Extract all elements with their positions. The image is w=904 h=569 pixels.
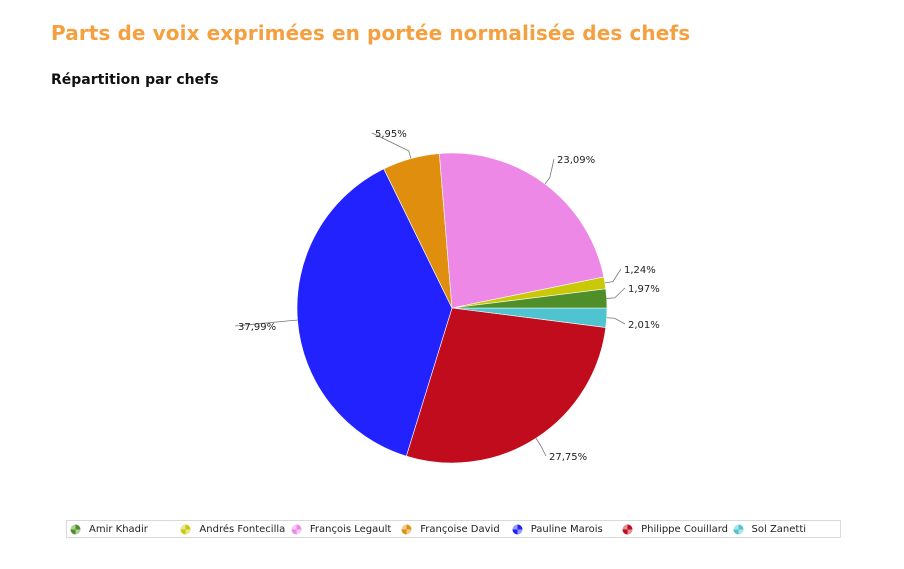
leader-line bbox=[606, 287, 626, 299]
legend-swatch-icon bbox=[512, 524, 523, 534]
legend-label: Amir Khadir bbox=[89, 523, 148, 535]
chart-subtitle: Répartition par chefs bbox=[51, 72, 219, 88]
data-label: 27,75% bbox=[549, 452, 587, 463]
leader-line bbox=[606, 317, 626, 325]
data-label: 23,09% bbox=[557, 155, 595, 166]
page-title: Parts de voix exprimées en portée normal… bbox=[51, 21, 691, 45]
legend-label: Sol Zanetti bbox=[751, 523, 807, 535]
legend-label: Philippe Couillard bbox=[641, 523, 729, 535]
pie-slice-philippe-couillard bbox=[405, 307, 607, 464]
pie-slice-pauline-marois bbox=[296, 168, 453, 457]
legend-swatch-icon bbox=[180, 524, 191, 534]
data-label: 5,95% bbox=[375, 129, 407, 140]
pie-leader-lines bbox=[234, 132, 626, 457]
leader-line bbox=[371, 132, 412, 159]
leader-line bbox=[535, 438, 547, 457]
legend-label: Andrés Fontecilla bbox=[199, 523, 286, 535]
legend-item-andr-s-fontecilla: Andrés Fontecilla bbox=[180, 521, 290, 537]
legend-label: Françoise David bbox=[420, 523, 500, 535]
legend-item-philippe-couillard: Philippe Couillard bbox=[622, 521, 732, 537]
pie-slices bbox=[296, 152, 608, 464]
legend-swatch-icon bbox=[401, 524, 412, 534]
legend-item-fran-oise-david: Françoise David bbox=[401, 521, 511, 537]
chart-legend: Amir Khadir Andrés Fontecilla François Leg… bbox=[66, 520, 841, 538]
legend-swatch-icon bbox=[733, 524, 744, 534]
legend-swatch-icon bbox=[622, 524, 633, 534]
leader-line bbox=[544, 158, 555, 185]
legend-swatch-icon bbox=[291, 524, 302, 534]
legend-item-fran-ois-legault: François Legault bbox=[291, 521, 401, 537]
data-label: 1,97% bbox=[628, 284, 660, 295]
data-label: 2,01% bbox=[628, 320, 660, 331]
pie-data-labels: 2,01% 27,75% 37,99% 5,95% 23,09% 1,24% 1,97% bbox=[238, 129, 660, 463]
legend-item-pauline-marois: Pauline Marois bbox=[512, 521, 622, 537]
leader-line bbox=[234, 319, 298, 327]
legend-item-amir-khadir: Amir Khadir bbox=[70, 521, 180, 537]
legend-label: Pauline Marois bbox=[530, 523, 603, 535]
data-label: 37,99% bbox=[238, 322, 276, 333]
legend-label: François Legault bbox=[309, 523, 392, 535]
leader-line bbox=[604, 268, 622, 284]
legend-swatch-icon bbox=[70, 524, 81, 534]
data-label: 1,24% bbox=[624, 265, 656, 276]
pie-slice-fran-ois-legault bbox=[439, 152, 605, 309]
legend-item-sol-zanetti: Sol Zanetti bbox=[733, 521, 840, 537]
pie-slice-amir-khadir bbox=[451, 288, 608, 309]
